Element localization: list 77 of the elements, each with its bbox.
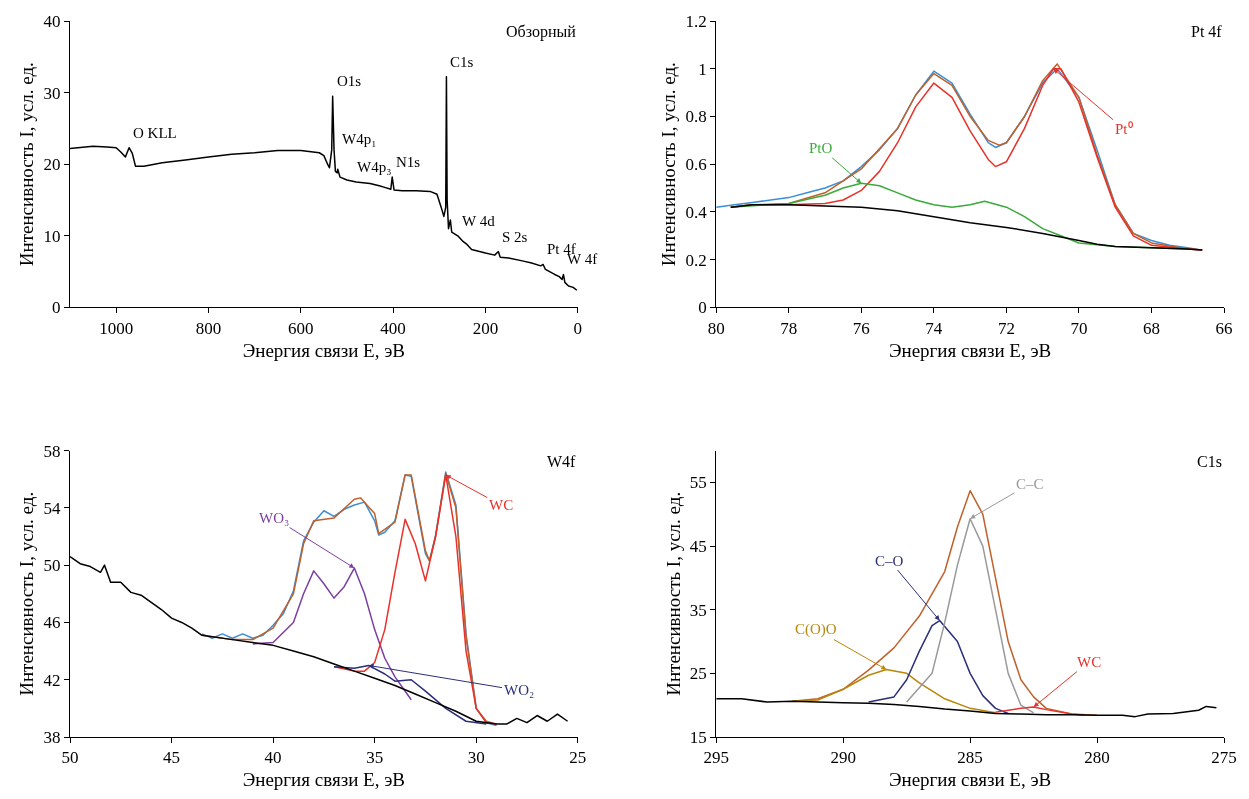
y-tick-label: 50 xyxy=(43,556,61,576)
x-tick-label: 25 xyxy=(569,748,587,768)
y-tick-label: 0.4 xyxy=(685,202,708,222)
y-tick-label: 1 xyxy=(698,59,707,79)
y-tick-label: 0.6 xyxy=(685,155,707,175)
x-axis-title: Энергия связи E, эВ xyxy=(888,339,1052,361)
y-tick-label: 54 xyxy=(43,498,62,518)
y-tick-label: 46 xyxy=(43,613,61,633)
y-tick-label: 35 xyxy=(689,600,707,620)
x-tick-label: 72 xyxy=(997,318,1015,338)
y-axis-title: Интенсивность I, усл. ед. xyxy=(662,491,684,696)
y-tick-label: 0.2 xyxy=(685,250,707,270)
annotation: Pt 4f xyxy=(1191,23,1223,40)
y-tick-label: 55 xyxy=(689,473,707,493)
annotation: W4p₃ xyxy=(357,159,392,175)
text: PtO xyxy=(809,140,833,156)
annotation: C1s xyxy=(450,54,474,70)
x-tick-label: 400 xyxy=(380,318,406,338)
x-tick-label: 600 xyxy=(288,318,314,338)
x-tick-label: 275 xyxy=(1211,748,1237,768)
y-tick-label: 20 xyxy=(43,155,61,175)
annotation: O1s xyxy=(337,73,362,89)
x-tick-label: 45 xyxy=(163,748,181,768)
x-tick-label: 800 xyxy=(195,318,222,338)
x-tick-label: 74 xyxy=(925,318,943,338)
y-tick-label: 15 xyxy=(689,727,707,747)
x-axis-title: Энергия связи E, эВ xyxy=(242,339,406,361)
annotation: Обзорный xyxy=(506,23,577,41)
annotation: W4p₁ xyxy=(342,131,377,147)
y-tick-label: 38 xyxy=(43,727,61,747)
annotation: N1s xyxy=(396,154,421,170)
x-tick-label: 80 xyxy=(707,318,725,338)
y-tick-label: 40 xyxy=(43,11,61,31)
annotation: W4f xyxy=(547,453,577,470)
x-tick-label: 290 xyxy=(830,748,856,768)
y-axis-title: Интенсивность I, усл. ед. xyxy=(658,62,680,267)
x-tick-label: 76 xyxy=(852,318,870,338)
text: WC xyxy=(489,497,514,513)
y-tick-label: 1.2 xyxy=(685,11,707,31)
text: WC xyxy=(1077,654,1102,670)
y-tick-label: 25 xyxy=(689,664,707,684)
y-tick-label: 30 xyxy=(43,83,61,103)
y-tick-label: 45 xyxy=(689,537,707,557)
x-axis-title: Энергия связи E, эВ xyxy=(242,769,406,791)
x-tick-label: 295 xyxy=(703,748,729,768)
y-tick-label: 0 xyxy=(52,298,61,318)
text: C(O)O xyxy=(795,621,837,638)
x-tick-label: 40 xyxy=(264,748,282,768)
annotation: C1s xyxy=(1197,453,1222,470)
x-tick-label: 30 xyxy=(467,748,485,768)
x-tick-label: 78 xyxy=(780,318,798,338)
x-tick-label: 0 xyxy=(573,318,583,338)
y-tick-label: 0.8 xyxy=(685,107,707,127)
text: WO₃ xyxy=(259,510,290,526)
x-tick-label: 70 xyxy=(1070,318,1088,338)
text: C–C xyxy=(1016,476,1044,492)
x-tick-label: 285 xyxy=(957,748,983,768)
y-tick-label: 42 xyxy=(43,670,61,690)
y-axis-title: Интенсивность I, усл. ед. xyxy=(16,62,38,267)
x-tick-label: 35 xyxy=(366,748,384,768)
x-tick-label: 200 xyxy=(472,318,499,338)
x-tick-label: 280 xyxy=(1084,748,1110,768)
x-tick-label: 66 xyxy=(1215,318,1233,338)
y-tick-label: 0 xyxy=(698,298,707,318)
x-tick-label: 68 xyxy=(1142,318,1160,338)
text: C–O xyxy=(875,553,904,569)
annotation: S 2s xyxy=(502,229,528,245)
series-label: Pt⁰ xyxy=(1115,121,1133,137)
y-axis-title: Интенсивность I, усл. ед. xyxy=(16,491,38,696)
text: WO₂ xyxy=(504,682,535,698)
x-tick-label: 1000 xyxy=(99,318,134,338)
x-axis-title: Энергия связи E, эВ xyxy=(888,769,1052,791)
y-tick-label: 58 xyxy=(43,441,61,461)
x-tick-label: 50 xyxy=(61,748,79,768)
annotation: W 4d xyxy=(462,213,496,229)
annotation: O KLL xyxy=(133,125,177,141)
y-tick-label: 10 xyxy=(43,226,61,246)
